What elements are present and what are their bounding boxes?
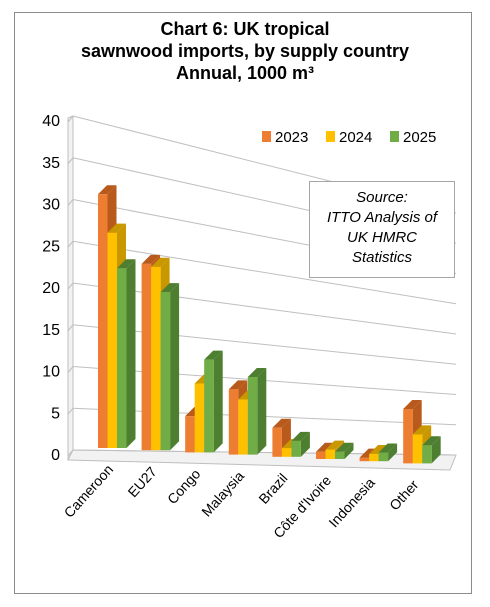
- legend-swatch: [390, 131, 399, 142]
- x-tick-label: Malaysia: [198, 468, 247, 520]
- source-line-2: ITTO Analysis of: [326, 209, 438, 226]
- gridline: [72, 324, 457, 365]
- gridline-side: [67, 157, 74, 165]
- y-tick-label: 10: [42, 364, 60, 381]
- bar: [204, 350, 223, 453]
- legend: 2023 2024 2025: [262, 129, 436, 146]
- bar: [378, 443, 398, 462]
- chart-title-line-3: Annual, 1000 m³: [175, 63, 315, 83]
- gridline-side: [67, 324, 74, 332]
- bar: [422, 436, 441, 464]
- y-tick-label: 30: [42, 197, 60, 214]
- bar: [160, 283, 180, 451]
- gridline: [72, 282, 457, 335]
- gridline-side: [67, 115, 74, 123]
- gridline-side: [67, 282, 74, 290]
- source-line-1: Source:: [356, 189, 408, 206]
- gridline-side: [67, 240, 74, 248]
- legend-swatch: [262, 131, 271, 142]
- gridline-side: [67, 449, 74, 457]
- x-tick-label: EU27: [124, 463, 159, 500]
- legend-swatch: [326, 131, 335, 142]
- x-tick-label: Congo: [164, 466, 204, 508]
- y-tick-label: 35: [42, 155, 60, 172]
- y-tick-label: 15: [42, 322, 60, 339]
- gridline-side: [67, 407, 74, 415]
- bars: [98, 185, 441, 464]
- source-note: Source: ITTO Analysis of UK HMRC Statist…: [309, 181, 455, 278]
- gridlines: [67, 115, 457, 457]
- y-tick-label: 5: [51, 405, 60, 422]
- y-tick-label: 40: [42, 113, 60, 130]
- y-tick-label: 25: [42, 238, 60, 255]
- legend-item: 2023: [262, 129, 308, 146]
- chart-frame: [14, 12, 472, 594]
- legend-label: 2025: [403, 129, 436, 146]
- chart-title-line-2: sawnwood imports, by supply country: [80, 41, 410, 61]
- gridline: [72, 240, 457, 305]
- bar: [247, 368, 267, 455]
- source-line-4: Statistics: [351, 249, 412, 266]
- legend-label: 2023: [275, 129, 308, 146]
- legend-label: 2024: [339, 129, 372, 146]
- gridline-side: [67, 366, 74, 373]
- y-tick-label: 0: [51, 447, 60, 464]
- legend-item: 2024: [326, 129, 372, 146]
- bar: [291, 431, 310, 457]
- bar: [335, 442, 354, 459]
- y-tick-label: 20: [42, 280, 60, 297]
- chart-title: Chart 6: UK tropical sawnwood imports, b…: [0, 18, 490, 84]
- floor: [67, 449, 457, 471]
- chart-title-line-1: Chart 6: UK tropical: [160, 19, 330, 39]
- source-line-3: UK HMRC: [347, 229, 417, 246]
- legend-item: 2025: [390, 129, 436, 146]
- y-axis-tick-labels: 0 5 10 15 20 25 30 35 40: [42, 113, 60, 464]
- x-tick-label: Cameroon: [61, 461, 117, 520]
- x-tick-label: Brazil: [255, 470, 290, 507]
- x-tick-label: Other: [386, 476, 422, 513]
- gridline-side: [67, 199, 74, 206]
- bar: [117, 259, 136, 448]
